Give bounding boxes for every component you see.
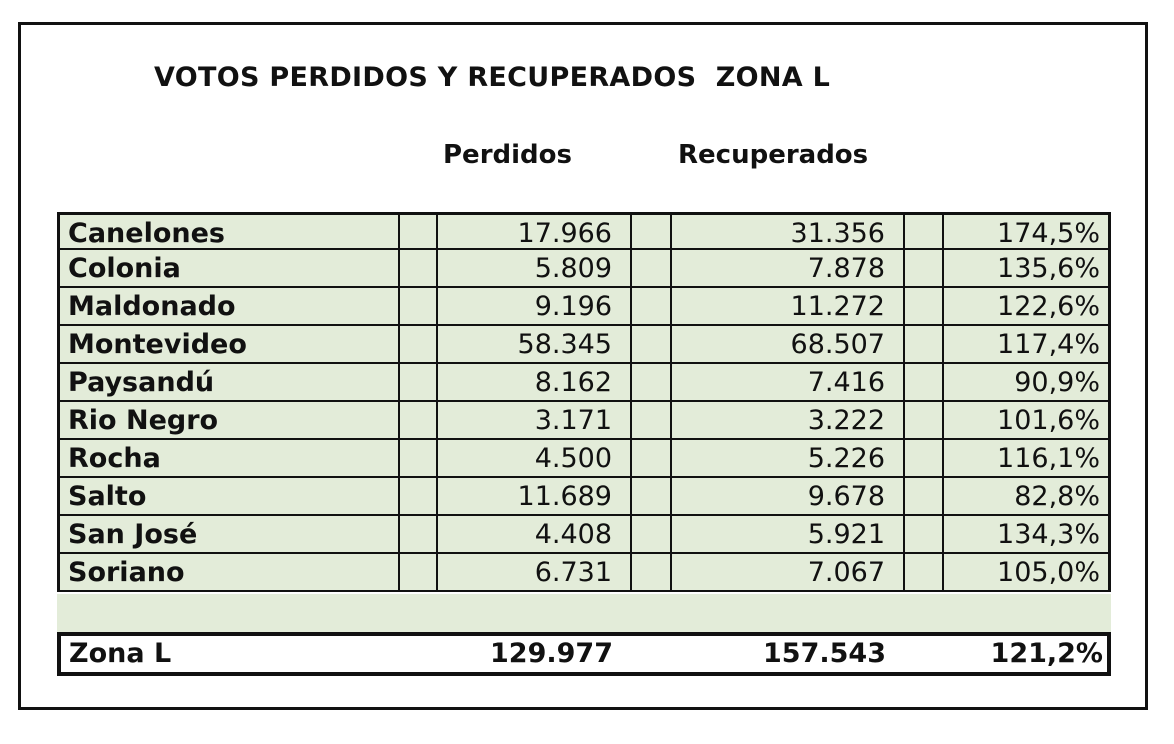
table-row: Paysandú 8.162 7.416 90,9%	[57, 364, 1111, 402]
row-name: Paysandú	[60, 364, 398, 402]
row-gap	[630, 364, 670, 402]
row-gap	[903, 364, 942, 402]
table-row: Canelones 17.966 31.356 174,5%	[57, 212, 1111, 250]
row-perdidos: 11.689	[436, 478, 630, 516]
table-row: Montevideo 58.345 68.507 117,4%	[57, 326, 1111, 364]
row-gap	[903, 250, 942, 288]
row-perdidos: 8.162	[436, 364, 630, 402]
row-name: Rio Negro	[60, 402, 398, 440]
row-gap	[630, 478, 670, 516]
row-perdidos: 9.196	[436, 288, 630, 326]
row-gap	[630, 215, 670, 250]
row-gap	[903, 288, 942, 326]
row-gap	[398, 478, 436, 516]
row-name: Colonia	[60, 250, 398, 288]
row-name: Salto	[60, 478, 398, 516]
table-row: Colonia 5.809 7.878 135,6%	[57, 250, 1111, 288]
row-perdidos: 58.345	[436, 326, 630, 364]
row-percentage: 134,3%	[942, 516, 1108, 554]
row-recuperados: 31.356	[670, 215, 903, 250]
page-title: VOTOS PERDIDOS Y RECUPERADOS ZONA L	[154, 62, 831, 93]
row-percentage: 82,8%	[942, 478, 1108, 516]
row-percentage: 122,6%	[942, 288, 1108, 326]
row-gap	[630, 440, 670, 478]
row-perdidos: 4.408	[436, 516, 630, 554]
row-gap	[903, 402, 942, 440]
table-row: Rocha 4.500 5.226 116,1%	[57, 440, 1111, 478]
table-row: Maldonado 9.196 11.272 122,6%	[57, 288, 1111, 326]
row-perdidos: 4.500	[436, 440, 630, 478]
row-gap	[398, 554, 436, 592]
row-gap	[903, 478, 942, 516]
row-recuperados: 5.226	[670, 440, 903, 478]
row-recuperados: 9.678	[670, 478, 903, 516]
row-perdidos: 6.731	[436, 554, 630, 592]
row-recuperados: 3.222	[670, 402, 903, 440]
column-header-perdidos: Perdidos	[443, 140, 572, 170]
row-perdidos: 5.809	[436, 250, 630, 288]
row-gap	[398, 402, 436, 440]
row-percentage: 117,4%	[942, 326, 1108, 364]
total-perdidos: 129.977	[490, 638, 613, 669]
row-gap	[903, 554, 942, 592]
row-gap	[630, 402, 670, 440]
row-gap	[398, 516, 436, 554]
row-percentage: 174,5%	[942, 215, 1108, 250]
row-recuperados: 5.921	[670, 516, 903, 554]
row-recuperados: 7.067	[670, 554, 903, 592]
row-gap	[630, 516, 670, 554]
row-gap	[903, 215, 942, 250]
row-gap	[630, 288, 670, 326]
table-row: San José 4.408 5.921 134,3%	[57, 516, 1111, 554]
row-name: Rocha	[60, 440, 398, 478]
row-name: Soriano	[60, 554, 398, 592]
row-recuperados: 68.507	[670, 326, 903, 364]
row-gap	[398, 440, 436, 478]
row-gap	[398, 250, 436, 288]
row-percentage: 116,1%	[942, 440, 1108, 478]
row-recuperados: 11.272	[670, 288, 903, 326]
row-percentage: 101,6%	[942, 402, 1108, 440]
total-recuperados: 157.543	[763, 638, 886, 669]
row-percentage: 135,6%	[942, 250, 1108, 288]
total-percentage: 121,2%	[990, 638, 1103, 669]
row-gap	[903, 326, 942, 364]
row-gap	[630, 326, 670, 364]
row-gap	[630, 250, 670, 288]
row-percentage: 90,9%	[942, 364, 1108, 402]
row-gap	[903, 440, 942, 478]
table-row: Salto 11.689 9.678 82,8%	[57, 478, 1111, 516]
row-name: Maldonado	[60, 288, 398, 326]
row-gap	[630, 554, 670, 592]
row-gap	[903, 516, 942, 554]
row-perdidos: 3.171	[436, 402, 630, 440]
row-gap	[398, 288, 436, 326]
row-gap	[398, 215, 436, 250]
row-gap	[398, 326, 436, 364]
total-row: Zona L 129.977 157.543 121,2%	[57, 632, 1111, 676]
votes-table: Canelones 17.966 31.356 174,5% Colonia 5.809 7…	[57, 212, 1111, 592]
row-name: Canelones	[60, 215, 398, 250]
row-percentage: 105,0%	[942, 554, 1108, 592]
row-name: Montevideo	[60, 326, 398, 364]
column-header-recuperados: Recuperados	[678, 140, 869, 170]
table-row: Rio Negro 3.171 3.222 101,6%	[57, 402, 1111, 440]
row-recuperados: 7.878	[670, 250, 903, 288]
row-gap	[398, 364, 436, 402]
table-row: Soriano 6.731 7.067 105,0%	[57, 554, 1111, 592]
total-name: Zona L	[69, 638, 172, 669]
table-spacer-row	[57, 594, 1111, 632]
row-perdidos: 17.966	[436, 215, 630, 250]
row-recuperados: 7.416	[670, 364, 903, 402]
row-name: San José	[60, 516, 398, 554]
